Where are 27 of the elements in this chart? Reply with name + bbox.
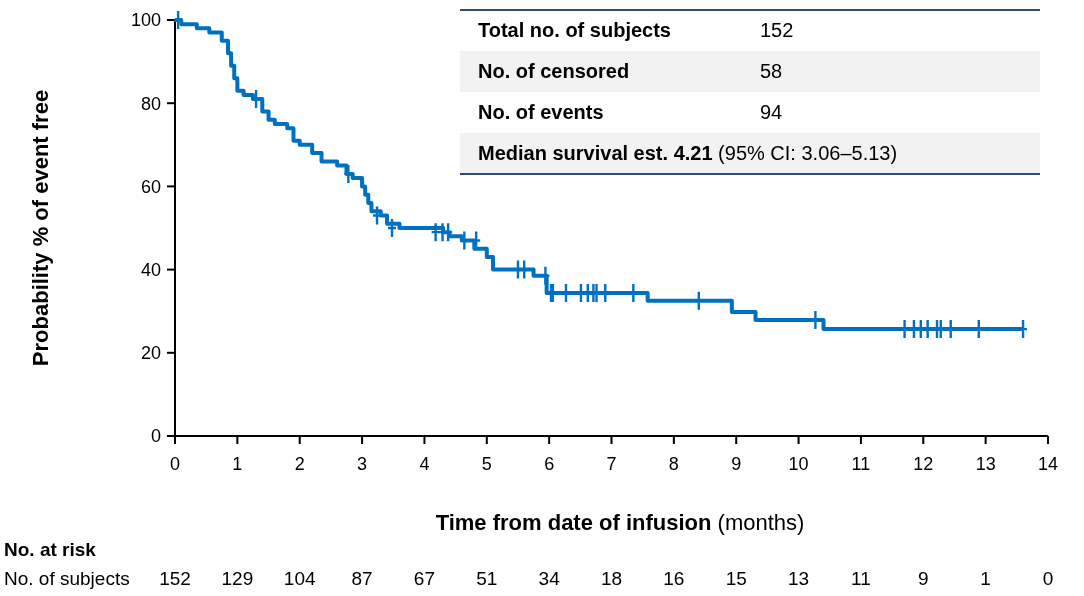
x-tick-label: 5 (481, 454, 492, 474)
x-tick-label: 12 (913, 454, 934, 474)
text: No. of subjects 152 129 104 87 67 51 34 18 16 15 13 11 9 1 0 (4, 568, 1054, 589)
x-tick-label: 9 (731, 454, 742, 474)
x-tick-label: 1 (232, 454, 243, 474)
x-tick-label: 3 (357, 454, 368, 474)
annotation: Median survival est. 4.21 (95% CI: 3.06–5.13) (478, 142, 898, 164)
x-tick-label: 13 (975, 454, 996, 474)
x-tick-label: 14 (1037, 454, 1059, 474)
x-axis-title: Time from date of infusion (months) (435, 510, 805, 535)
x-tick-label: 11 (851, 454, 871, 474)
x-tick-label: 2 (294, 454, 305, 474)
y-tick-label: 80 (140, 93, 161, 114)
summary-table: Total no. of subjects 152 No. of censored 58 No. of events 94 Median survival est. 4.21 (95% CI: 3.06–5.13) (459, 9, 1041, 175)
text: No. at risk (4, 539, 97, 560)
x-tick-label: 7 (606, 454, 617, 474)
y-tick-label: 20 (140, 343, 161, 364)
y-tick-label: 60 (140, 176, 161, 197)
y-tick-label: 0 (150, 426, 161, 447)
x-tick-label: 0 (169, 454, 181, 474)
x-tick-label: 10 (788, 454, 809, 474)
y-axis-title: Probability % of event free (28, 89, 53, 367)
y-tick-label: 100 (130, 10, 161, 31)
x-tick-label: 6 (544, 454, 555, 474)
x-tick-label: 8 (668, 454, 679, 474)
x-tick-label: 4 (419, 454, 430, 474)
y-tick-label: 40 (140, 259, 161, 280)
